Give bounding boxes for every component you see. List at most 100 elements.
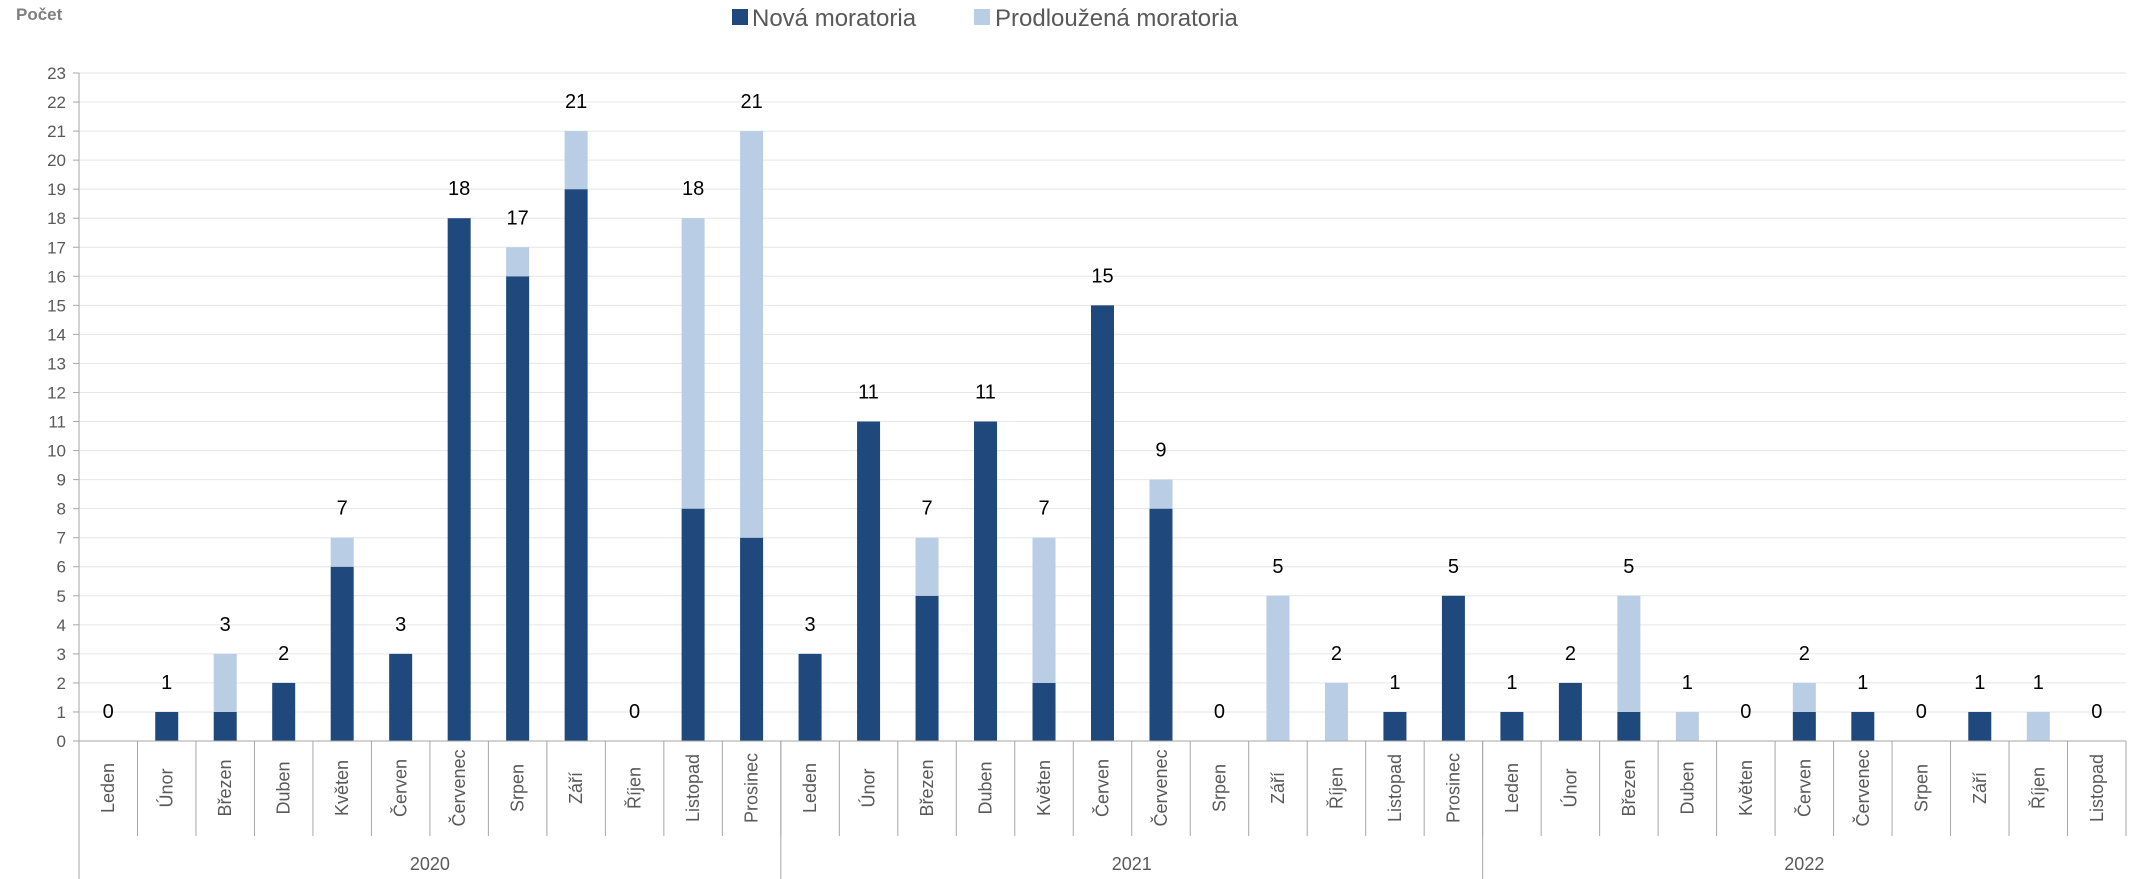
bar-segment-new [565, 189, 588, 741]
data-label: 1 [161, 672, 172, 694]
y-tick-label: 6 [57, 558, 66, 577]
legend-swatch-extended [974, 9, 990, 25]
bar-segment-extended [682, 218, 705, 508]
x-tick-label: Září [566, 772, 586, 804]
data-label: 18 [682, 178, 704, 200]
y-tick-label: 8 [57, 500, 66, 519]
x-tick-label: Prosinec [1443, 753, 1463, 823]
data-label: 2 [278, 643, 289, 665]
x-tick-label: Květen [1736, 760, 1756, 816]
bar-segment-new [1149, 509, 1172, 741]
y-axis-title: Počet [16, 5, 63, 24]
bar-segment-new [1033, 683, 1056, 741]
x-tick-label: Říjen [625, 767, 645, 809]
data-label: 0 [1916, 701, 1927, 723]
legend: Nová moratoria Prodloužená moratoria [732, 5, 1238, 32]
bar-segment-new [448, 218, 471, 741]
data-label: 11 [858, 382, 879, 404]
data-label: 2 [1331, 643, 1342, 665]
x-tick-label: Říjen [2028, 767, 2048, 809]
data-label: 7 [337, 498, 348, 520]
x-tick-label: Listopad [2087, 754, 2107, 822]
x-tick-label: Červen [1092, 759, 1113, 817]
x-tick-label: Leden [98, 763, 118, 813]
x-tick-label: Listopad [683, 754, 703, 822]
legend-label-extended: Prodloužená moratoria [995, 5, 1238, 32]
x-tick-label: Květen [1034, 760, 1054, 816]
data-label: 0 [1740, 701, 1751, 723]
bar-segment-new [506, 276, 529, 741]
y-tick-label: 22 [47, 93, 66, 112]
bar-segment-new [682, 509, 705, 741]
y-tick-label: 10 [47, 442, 66, 461]
bar-segment-extended [1617, 596, 1640, 712]
data-label: 7 [921, 498, 932, 520]
data-label: 5 [1623, 556, 1634, 578]
data-label: 3 [220, 614, 231, 636]
bar-segment-new [916, 596, 939, 741]
y-tick-label: 21 [47, 122, 66, 141]
bar-segment-new [1968, 712, 1991, 741]
x-tick-label: Březen [917, 759, 937, 816]
x-tick-label: Září [1268, 772, 1288, 804]
y-tick-label: 19 [47, 180, 66, 199]
data-label: 3 [805, 614, 816, 636]
data-label: 1 [1506, 672, 1517, 694]
x-tick-label: Březen [1619, 759, 1639, 816]
data-label: 5 [1272, 556, 1283, 578]
data-label: 1 [2033, 672, 2044, 694]
y-tick-label: 13 [47, 354, 66, 373]
bar-segment-extended [1266, 596, 1289, 741]
data-label: 18 [448, 178, 470, 200]
bars [155, 131, 2050, 741]
x-axis: Leden Únor Březen Duben Květen Červen Červenec… [79, 741, 2126, 879]
data-label: 0 [1214, 701, 1225, 723]
y-tick-label: 1 [57, 703, 66, 722]
bar-segment-new [1617, 712, 1640, 741]
x-tick-label: Květen [332, 760, 352, 816]
data-label: 9 [1155, 440, 1166, 462]
bar-segment-extended [1793, 683, 1816, 712]
bar-segment-new [214, 712, 237, 741]
data-label: 0 [2091, 701, 2102, 723]
x-tick-label: Červen [1793, 759, 1814, 817]
data-label: 1 [1974, 672, 1985, 694]
bar-segment-extended [916, 538, 939, 596]
bar-segment-new [1383, 712, 1406, 741]
data-label: 1 [1857, 672, 1868, 694]
legend-swatch-new [732, 9, 748, 25]
bar-segment-extended [214, 654, 237, 712]
y-tick-label: 23 [47, 64, 66, 83]
x-tick-label: Duben [976, 761, 996, 814]
y-tick-label: 18 [47, 209, 66, 228]
x-tick-label: Říjen [1326, 767, 1346, 809]
y-tick-label: 2 [57, 674, 66, 693]
y-tick-label: 20 [47, 151, 66, 170]
bar-segment-new [331, 567, 354, 741]
data-label: 1 [1389, 672, 1400, 694]
x-tick-label: Únor [1559, 768, 1580, 807]
bar-segment-new [1500, 712, 1523, 741]
data-label: 1 [1682, 672, 1693, 694]
x-tick-label: Srpen [1209, 764, 1229, 812]
x-tick-label: Červen [390, 759, 411, 817]
bar-segment-extended [740, 131, 763, 538]
x-tick-label: Duben [274, 761, 294, 814]
x-tick-label: Leden [800, 763, 820, 813]
bar-segment-extended [1033, 538, 1056, 683]
x-tick-label: Červenec [1852, 749, 1873, 826]
year-label: 2020 [410, 854, 450, 874]
data-label: 2 [1799, 643, 1810, 665]
bar-segment-extended [1149, 480, 1172, 509]
y-tick-label: 5 [57, 587, 66, 606]
year-label: 2022 [1784, 854, 1824, 874]
bar-segment-new [1091, 305, 1114, 741]
bar-segment-new [974, 422, 997, 741]
x-tick-label: Srpen [508, 764, 528, 812]
year-label: 2021 [1112, 854, 1152, 874]
y-tick-label: 15 [47, 296, 66, 315]
legend-label-new: Nová moratoria [752, 5, 917, 32]
y-tick-label: 3 [57, 645, 66, 664]
